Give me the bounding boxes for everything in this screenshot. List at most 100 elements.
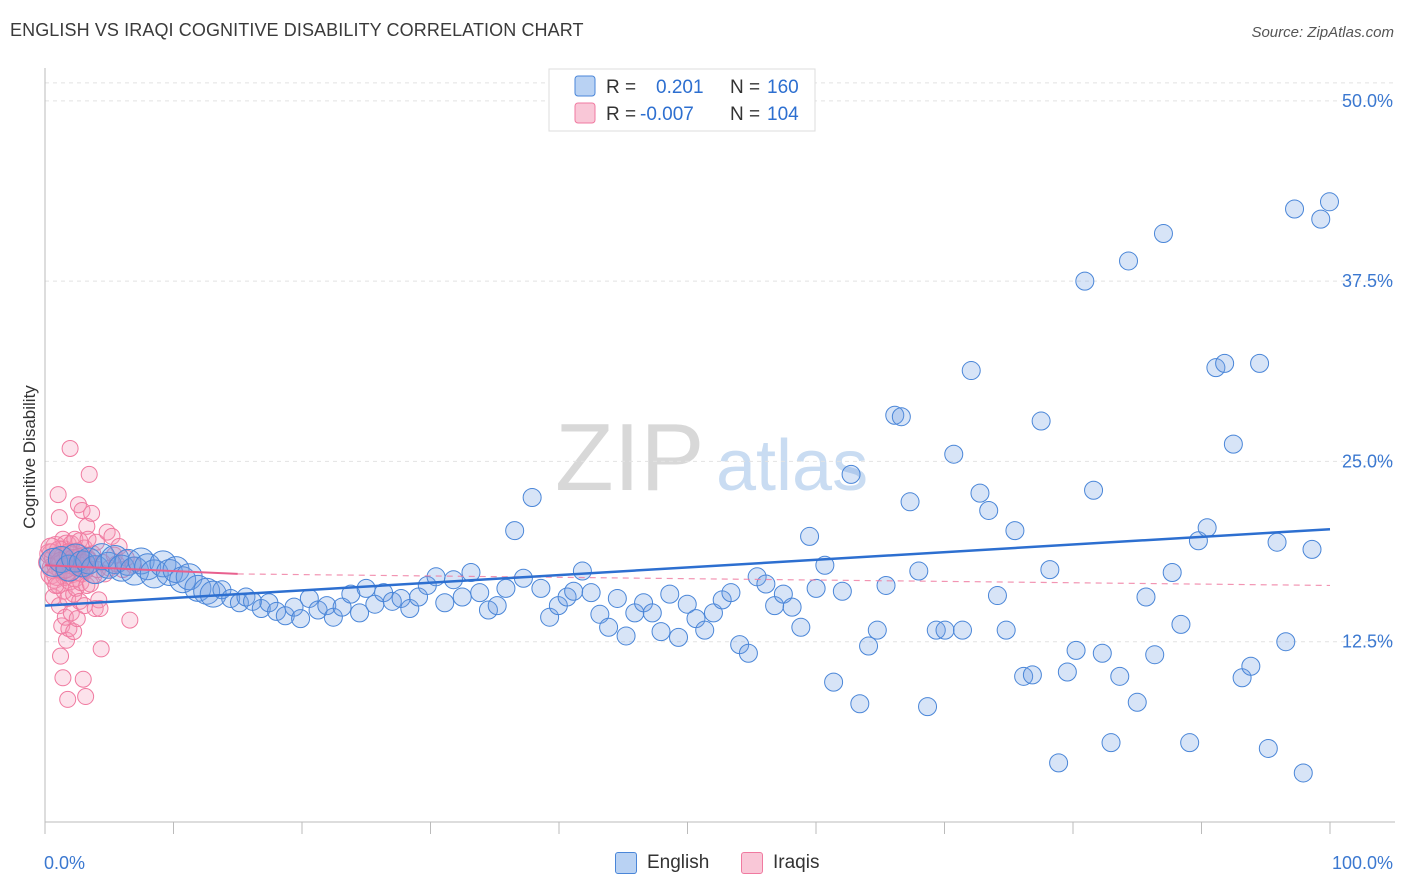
english-point bbox=[961, 361, 981, 381]
iraqis-point bbox=[121, 611, 139, 629]
axes bbox=[44, 68, 1395, 834]
y-tick-label: 50.0% bbox=[1342, 91, 1393, 111]
bottom-legend-english: English bbox=[615, 852, 709, 874]
english-point bbox=[669, 627, 689, 647]
english-trend-line bbox=[44, 527, 1331, 607]
english-point bbox=[1022, 665, 1042, 685]
english-point bbox=[291, 609, 311, 629]
iraqis-swatch bbox=[741, 852, 763, 874]
y-tick-label: 12.5% bbox=[1342, 632, 1393, 652]
iraqis-point bbox=[50, 509, 68, 527]
iraqis-point bbox=[74, 670, 92, 688]
english-point bbox=[1267, 532, 1287, 552]
english-point bbox=[756, 574, 776, 594]
english-point bbox=[522, 487, 542, 507]
english-point bbox=[1040, 560, 1060, 580]
iraqis-point bbox=[54, 669, 72, 687]
english-point bbox=[1206, 358, 1226, 378]
iraqis-point bbox=[91, 600, 109, 618]
english-point bbox=[1127, 692, 1147, 712]
english-point bbox=[616, 626, 636, 646]
english-point bbox=[782, 597, 802, 617]
y-tick-label: 25.0% bbox=[1342, 451, 1393, 471]
iraqis-point bbox=[77, 688, 95, 706]
y-tick-label: 37.5% bbox=[1342, 271, 1393, 291]
english-point bbox=[1171, 614, 1191, 634]
english-point bbox=[1258, 738, 1278, 758]
english-point bbox=[859, 636, 879, 656]
watermark-zip: ZIP bbox=[555, 404, 704, 511]
english-point bbox=[944, 444, 964, 464]
english-point bbox=[867, 620, 887, 640]
english-point bbox=[572, 561, 592, 581]
legend-r-value-iraqis: -0.007 bbox=[640, 104, 694, 125]
english-point bbox=[1311, 209, 1331, 229]
english-point bbox=[1005, 521, 1025, 541]
english-point bbox=[952, 620, 972, 640]
english-point bbox=[284, 597, 304, 617]
legend-swatch-iraqis bbox=[574, 102, 596, 124]
english-point bbox=[996, 620, 1016, 640]
x-tick-label: 100.0% bbox=[1332, 853, 1393, 873]
english-point bbox=[1285, 199, 1305, 219]
english-point bbox=[824, 672, 844, 692]
english-point bbox=[581, 583, 601, 603]
english-point bbox=[607, 588, 627, 608]
english-point bbox=[478, 600, 498, 620]
english-point bbox=[1066, 640, 1086, 660]
english-point bbox=[531, 578, 551, 598]
english-point bbox=[452, 587, 472, 607]
english-point bbox=[1092, 643, 1112, 663]
legend-r-label-iraqis: R = bbox=[606, 104, 636, 125]
english-point bbox=[435, 593, 455, 613]
english-point bbox=[1084, 480, 1104, 500]
english-point bbox=[721, 583, 741, 603]
english-point bbox=[193, 577, 221, 605]
tick-labels: 12.5% 25.0% 37.5% 50.0% 0.0% 100.0% bbox=[44, 91, 1393, 873]
iraqis-point bbox=[65, 623, 83, 641]
iraqis-point bbox=[103, 527, 121, 545]
english-point bbox=[350, 603, 370, 623]
english-point bbox=[496, 578, 516, 598]
english-point bbox=[1293, 763, 1313, 783]
iraqis-point bbox=[92, 640, 110, 658]
english-point bbox=[1057, 662, 1077, 682]
iraqis-point bbox=[78, 517, 96, 535]
english-point bbox=[1031, 411, 1051, 431]
english-point bbox=[900, 492, 920, 512]
english-point bbox=[979, 500, 999, 520]
english-point bbox=[800, 526, 820, 546]
legend-r-value-english: 0.201 bbox=[656, 77, 704, 98]
iraqis-point bbox=[47, 576, 65, 594]
english-point bbox=[738, 643, 758, 663]
chart-title: ENGLISH VS IRAQI COGNITIVE DISABILITY CO… bbox=[10, 20, 584, 40]
legend-n-label-iraqis: N = bbox=[730, 104, 760, 125]
english-point bbox=[1223, 434, 1243, 454]
english-point bbox=[891, 407, 911, 427]
english-point bbox=[791, 617, 811, 637]
english-point bbox=[1049, 753, 1069, 773]
bottom-legend-english-label: English bbox=[647, 852, 710, 873]
iraqis-trend-line bbox=[44, 564, 238, 575]
english-point bbox=[935, 620, 955, 640]
english-point bbox=[1162, 562, 1182, 582]
english-point bbox=[841, 464, 861, 484]
english-point bbox=[1319, 192, 1339, 212]
legend-n-label-english: N = bbox=[730, 77, 760, 98]
english-point bbox=[1241, 656, 1261, 676]
legend-r-label-english: R = bbox=[606, 77, 636, 98]
english-point bbox=[660, 584, 680, 604]
english-point bbox=[806, 578, 826, 598]
x-tick-label: 0.0% bbox=[44, 853, 85, 873]
english-point bbox=[1276, 632, 1296, 652]
english-point bbox=[695, 620, 715, 640]
bottom-legend: English Iraqis bbox=[0, 852, 1406, 878]
english-point bbox=[267, 601, 287, 621]
english-point bbox=[1302, 539, 1322, 559]
english-point bbox=[599, 617, 619, 637]
iraqis-point bbox=[52, 647, 70, 665]
english-point bbox=[1250, 353, 1270, 373]
iraqis-point bbox=[73, 501, 91, 519]
english-point bbox=[317, 596, 337, 616]
